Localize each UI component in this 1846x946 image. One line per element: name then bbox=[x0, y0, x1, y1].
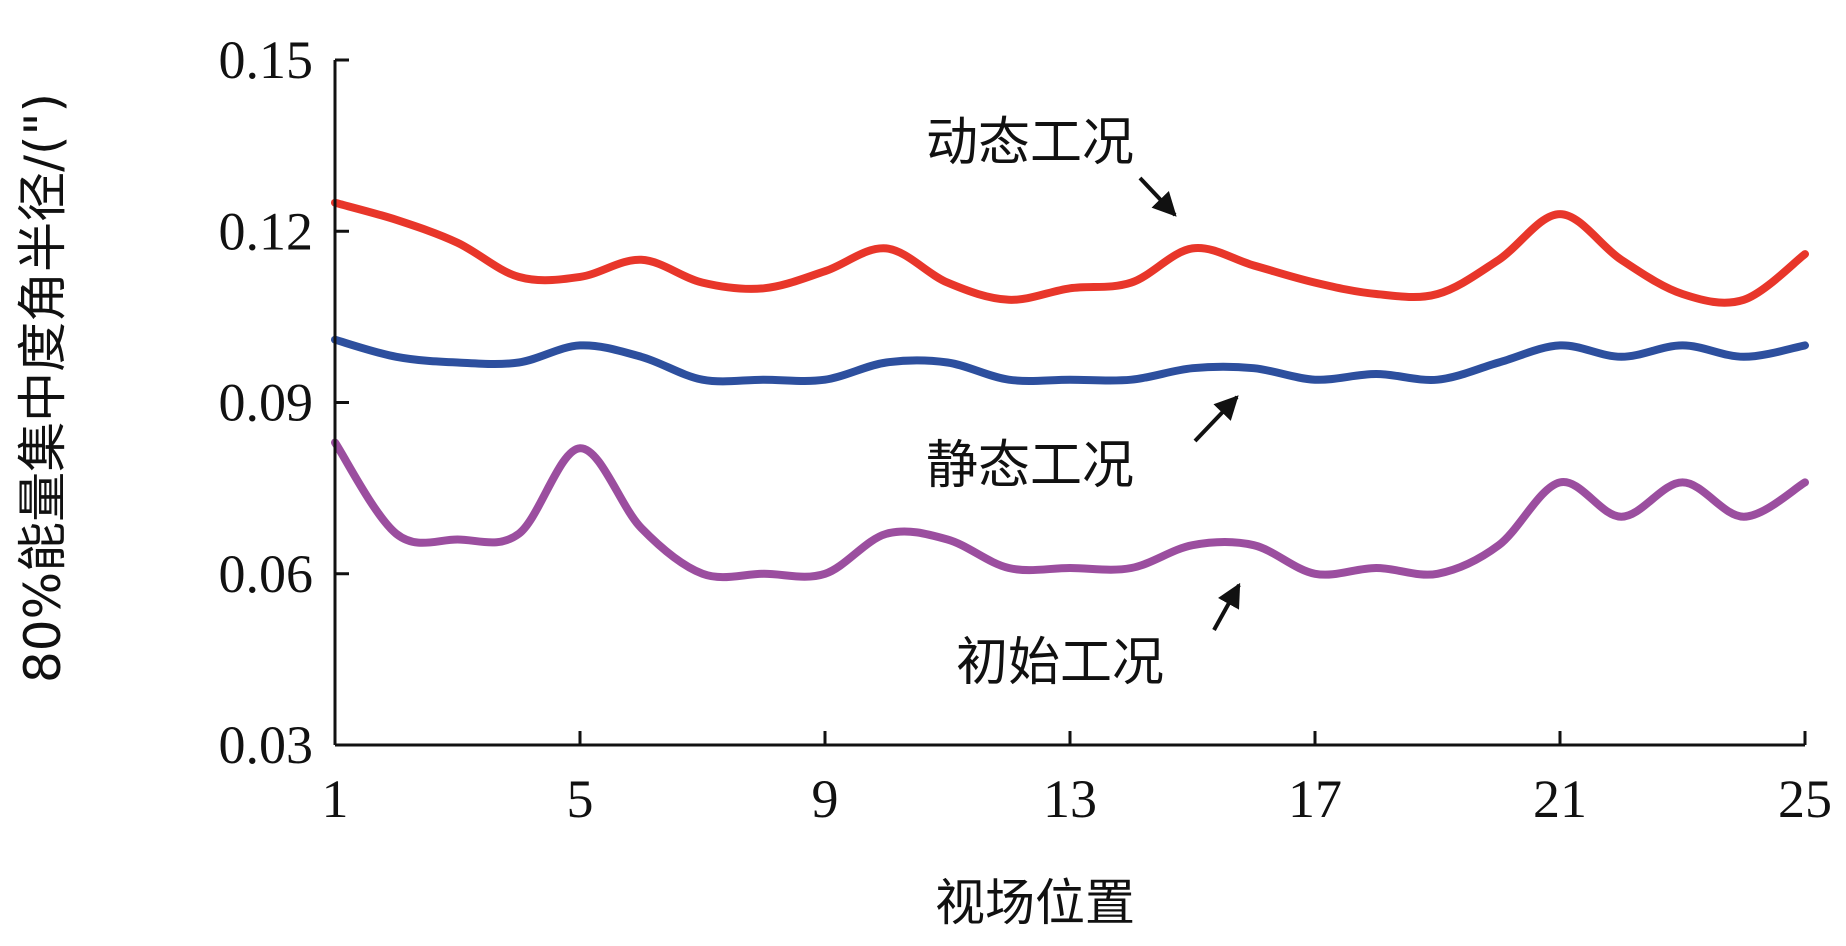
x-axis-ticks: 1 5 9 13 17 21 25 bbox=[322, 731, 1832, 829]
y-tick-label: 0.12 bbox=[219, 201, 314, 261]
y-axis-ticks: 0.03 0.06 0.09 0.12 0.15 bbox=[219, 30, 349, 775]
annotation-layer: 动态工况 静态工况 初始工况 bbox=[926, 113, 1241, 693]
x-tick-label: 13 bbox=[1043, 769, 1097, 829]
x-tick-label: 1 bbox=[322, 769, 349, 829]
x-tick-label: 17 bbox=[1288, 769, 1342, 829]
series-line-dynamic bbox=[331, 198, 1809, 307]
y-tick-label: 0.15 bbox=[219, 30, 314, 90]
series-layer bbox=[331, 198, 1809, 582]
x-tick-label: 25 bbox=[1778, 769, 1832, 829]
y-tick-label: 0.06 bbox=[219, 544, 314, 604]
x-tick-label: 21 bbox=[1533, 769, 1587, 829]
x-tick-label: 9 bbox=[812, 769, 839, 829]
annotation-dynamic-arrow bbox=[1138, 176, 1177, 217]
y-tick-label: 0.09 bbox=[219, 373, 314, 433]
y-axis-title: 80%能量集中度角半径/(") bbox=[14, 93, 72, 683]
annotation-initial-label: 初始工况 bbox=[956, 633, 1164, 693]
annotation-initial-arrow bbox=[1212, 582, 1241, 631]
series-line-static bbox=[331, 335, 1809, 386]
series-line-initial bbox=[331, 438, 1809, 582]
annotation-dynamic-label: 动态工况 bbox=[926, 113, 1134, 173]
x-axis-title: 视场位置 bbox=[935, 874, 1135, 932]
y-tick-label: 0.03 bbox=[219, 715, 314, 775]
annotation-static-label: 静态工况 bbox=[926, 436, 1134, 496]
annotation-static-arrow bbox=[1193, 395, 1239, 443]
x-tick-label: 5 bbox=[567, 769, 594, 829]
